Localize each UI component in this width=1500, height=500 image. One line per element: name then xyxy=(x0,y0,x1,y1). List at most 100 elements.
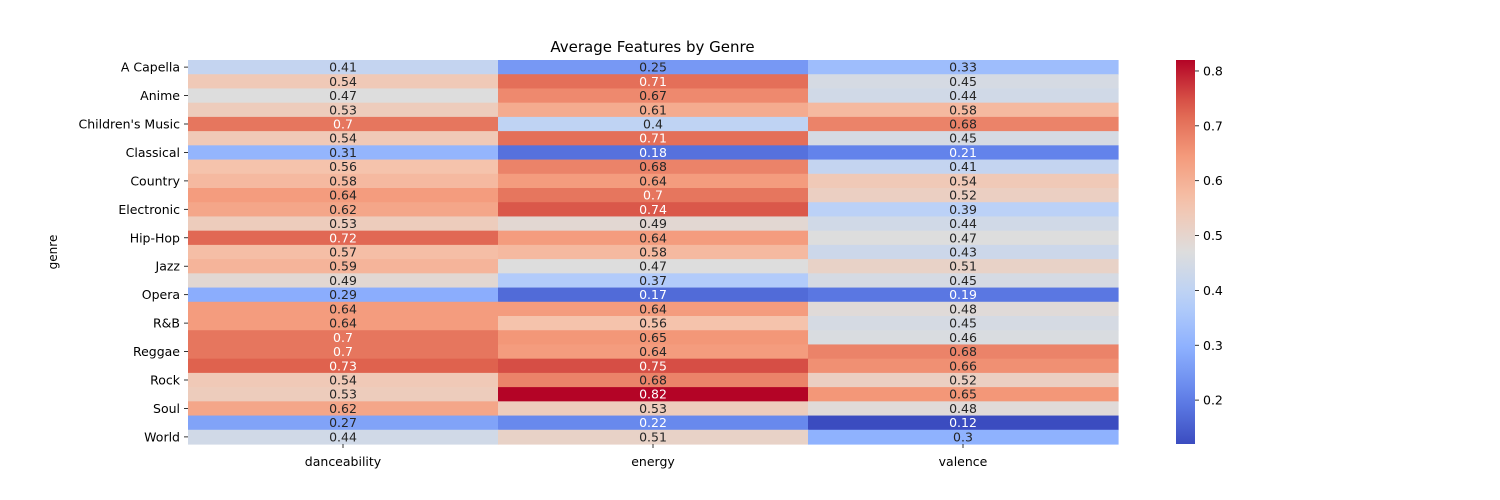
cell-value-label: 0.73 xyxy=(329,358,357,373)
colorbar xyxy=(1176,60,1195,444)
heatmap-cell xyxy=(188,88,499,104)
heatmap-cell xyxy=(188,429,499,445)
y-tick-label: Reggae xyxy=(133,344,180,359)
heatmap-cell xyxy=(498,102,809,118)
x-tick-label: valence xyxy=(939,454,988,469)
cell-value-label: 0.45 xyxy=(949,131,977,146)
cell-value-label: 0.25 xyxy=(639,60,667,75)
heatmap-cell xyxy=(808,116,1119,132)
cell-value-label: 0.59 xyxy=(329,259,357,274)
cell-value-label: 0.64 xyxy=(639,230,667,245)
heatmap-cell xyxy=(808,358,1119,374)
heatmap-cell xyxy=(188,287,499,303)
cell-value-label: 0.68 xyxy=(639,373,667,388)
heatmap-cell xyxy=(808,60,1119,75)
heatmap-cell xyxy=(188,301,499,317)
y-tick-label: Children's Music xyxy=(79,117,181,132)
cell-value-label: 0.71 xyxy=(639,74,667,89)
heatmap-cell xyxy=(188,330,499,346)
heatmap-cell xyxy=(188,74,499,90)
cell-value-label: 0.57 xyxy=(329,245,357,260)
heatmap-cell xyxy=(808,372,1119,388)
cell-value-label: 0.54 xyxy=(329,74,357,89)
cell-value-label: 0.41 xyxy=(949,159,977,174)
cell-value-label: 0.51 xyxy=(639,429,667,444)
colorbar-tick-label: 0.7 xyxy=(1203,118,1223,133)
cell-value-label: 0.44 xyxy=(329,429,357,444)
cell-value-label: 0.64 xyxy=(639,173,667,188)
cell-value-label: 0.56 xyxy=(639,316,667,331)
heatmap-cell xyxy=(188,202,499,218)
cell-value-label: 0.39 xyxy=(949,202,977,217)
cell-value-label: 0.3 xyxy=(953,429,973,444)
cell-value-label: 0.72 xyxy=(329,230,357,245)
heatmap-cell xyxy=(188,131,499,146)
heatmap-cell xyxy=(188,316,499,331)
cell-value-label: 0.52 xyxy=(949,188,977,203)
cell-value-label: 0.33 xyxy=(949,60,977,75)
heatmap-cell xyxy=(188,159,499,175)
cell-value-label: 0.49 xyxy=(329,273,357,288)
cell-value-label: 0.7 xyxy=(333,330,353,345)
cell-value-label: 0.71 xyxy=(639,131,667,146)
y-tick-label: Soul xyxy=(153,401,180,416)
heatmap-cell xyxy=(808,244,1119,260)
heatmap-cell xyxy=(498,173,809,189)
heatmap-cell xyxy=(498,415,809,431)
heatmap-cell xyxy=(498,287,809,303)
heatmap-cell xyxy=(498,116,809,132)
cell-value-label: 0.53 xyxy=(639,401,667,416)
cell-value-label: 0.64 xyxy=(329,188,357,203)
heatmap-cell xyxy=(808,145,1119,161)
cell-value-label: 0.44 xyxy=(949,216,977,231)
heatmap-cell xyxy=(188,145,499,161)
colorbar-tick-label: 0.6 xyxy=(1203,173,1223,188)
colorbar-ticks: 0.2 0.3 0.4 0.5 0.6 0.7 0.8 xyxy=(1195,63,1223,408)
heatmap-cell xyxy=(498,401,809,417)
heatmap-cell xyxy=(188,60,499,75)
cell-value-label: 0.47 xyxy=(329,88,357,103)
colorbar-tick-label: 0.4 xyxy=(1203,283,1223,298)
colorbar-tick-label: 0.2 xyxy=(1203,393,1223,408)
cell-value-label: 0.47 xyxy=(639,259,667,274)
cell-value-label: 0.45 xyxy=(949,74,977,89)
cell-value-label: 0.19 xyxy=(949,287,977,302)
cell-value-label: 0.54 xyxy=(949,173,977,188)
heatmap-cell xyxy=(808,202,1119,218)
cell-value-label: 0.68 xyxy=(949,117,977,132)
heatmap-cell xyxy=(808,131,1119,146)
heatmap-cell xyxy=(188,102,499,118)
heatmap-cell xyxy=(498,159,809,175)
cell-value-label: 0.53 xyxy=(329,387,357,402)
heatmap-cell xyxy=(498,74,809,90)
heatmap-cell xyxy=(808,159,1119,175)
heatmap-cell xyxy=(498,358,809,374)
cell-value-label: 0.51 xyxy=(949,259,977,274)
heatmap-cell xyxy=(188,188,499,203)
cell-value-label: 0.31 xyxy=(329,145,357,160)
heatmap-cell xyxy=(188,358,499,374)
cell-value-label: 0.58 xyxy=(329,173,357,188)
heatmap-cell xyxy=(188,273,499,289)
cell-value-label: 0.7 xyxy=(333,117,353,132)
cell-value-label: 0.12 xyxy=(949,415,977,430)
heatmap-cell xyxy=(808,415,1119,431)
x-tick-label: danceability xyxy=(305,454,382,469)
cell-value-label: 0.58 xyxy=(949,102,977,117)
y-tick-label: Jazz xyxy=(155,259,181,274)
y-tick-label: Anime xyxy=(140,88,180,103)
heatmap-cell xyxy=(808,301,1119,317)
colorbar-tick-label: 0.8 xyxy=(1203,63,1223,78)
cell-value-label: 0.82 xyxy=(639,387,667,402)
heatmap-cell xyxy=(498,301,809,317)
cell-value-label: 0.45 xyxy=(949,316,977,331)
cell-value-label: 0.17 xyxy=(639,287,667,302)
heatmap-cell xyxy=(498,88,809,104)
heatmap-cell xyxy=(498,244,809,260)
heatmap-cell xyxy=(188,372,499,388)
heatmap-cell xyxy=(498,316,809,331)
heatmap-cell xyxy=(498,145,809,161)
y-tick-label: A Capella xyxy=(121,60,180,75)
heatmap-cell xyxy=(188,116,499,132)
